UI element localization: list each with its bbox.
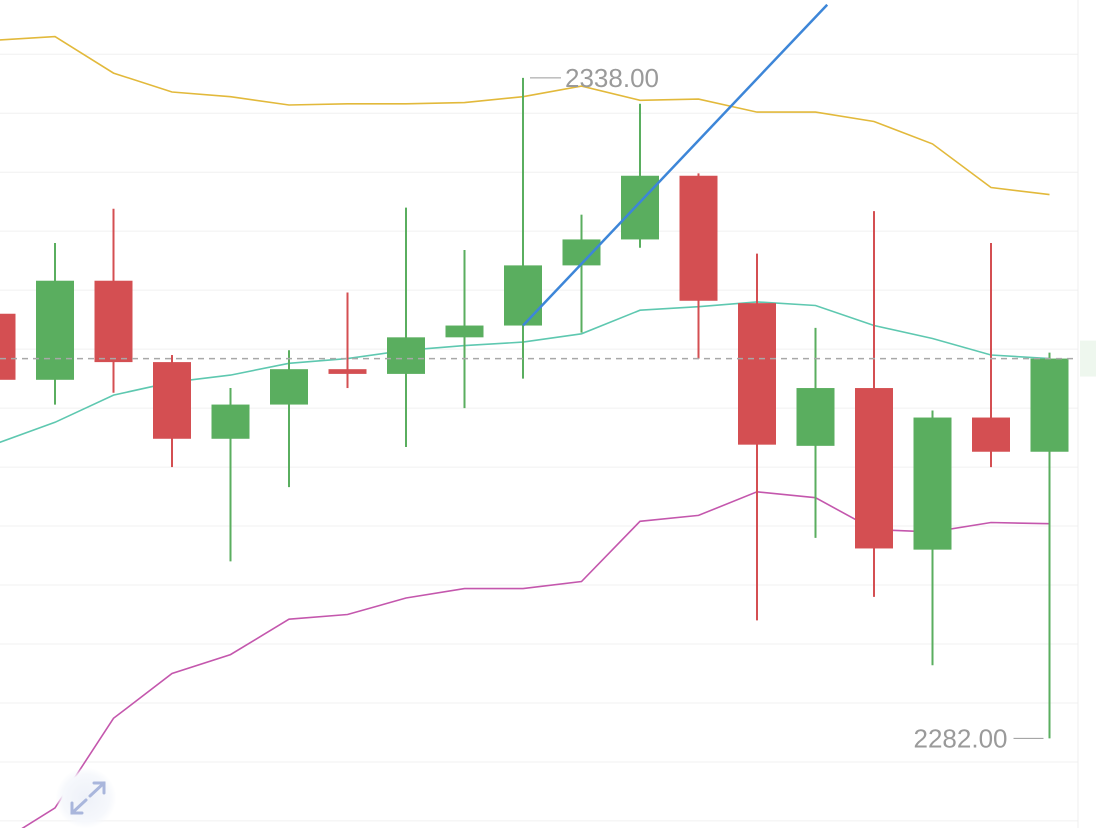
expand-arrows-icon: [70, 781, 106, 815]
last-price-tag: [1080, 340, 1096, 377]
candles: [0, 77, 1069, 739]
expand-chart-button[interactable]: [56, 768, 116, 828]
candle-up: [796, 388, 835, 446]
overlays: [0, 3, 1078, 739]
candle-up: [211, 404, 250, 439]
candle-down: [94, 280, 133, 363]
trend-line[interactable]: [522, 3, 829, 327]
candle-down: [855, 388, 893, 549]
candle-up: [562, 239, 601, 266]
candle-up: [913, 417, 952, 550]
candle-up: [621, 175, 659, 240]
max-price-label: 2338.00: [565, 63, 659, 93]
candle-down: [972, 417, 1010, 452]
candle-down: [0, 313, 16, 380]
min-price-label: 2282.00: [914, 723, 1008, 753]
upper-band-line: [0, 35, 1050, 196]
candle-up: [36, 280, 74, 380]
candle-down: [328, 369, 367, 374]
candle-up: [504, 265, 542, 326]
candle-down: [153, 362, 191, 439]
candle-up: [1030, 358, 1069, 452]
candle-down: [679, 175, 718, 301]
candle-up: [270, 369, 308, 405]
candle-down: [738, 303, 776, 445]
candle-up: [445, 325, 484, 338]
candle-up: [387, 337, 425, 374]
